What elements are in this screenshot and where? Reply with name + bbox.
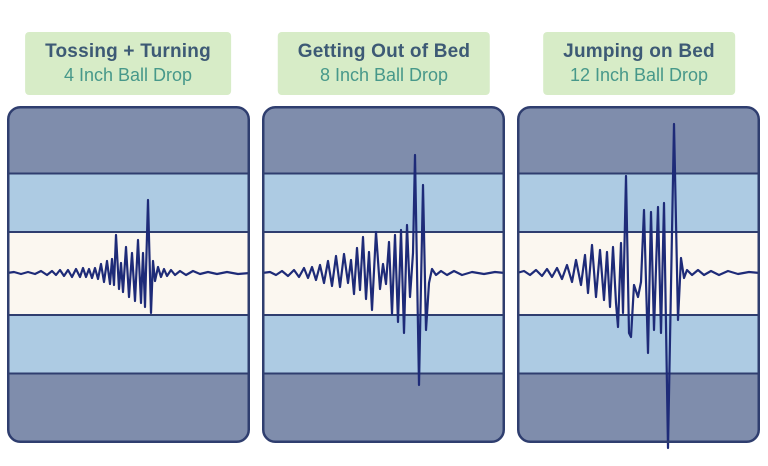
panel-border [262, 106, 505, 443]
panel-subtitle: 4 Inch Ball Drop [63, 65, 193, 85]
seismograph-waveform [7, 198, 250, 315]
band-dark-top [518, 107, 759, 174]
band-light-upper [8, 173, 249, 232]
panel-border [7, 106, 250, 443]
band-dark-bottom [8, 373, 249, 442]
band-dark-bottom [518, 373, 759, 442]
band-light-lower [518, 315, 759, 374]
panel-header-getting-out-of-bed: Getting Out of Bed 8 Inch Ball Drop [277, 32, 491, 95]
panel-subtitle: 8 Inch Ball Drop [319, 65, 449, 85]
band-light-lower [263, 315, 504, 374]
mattress-seismograph-panel-1 [7, 106, 250, 443]
panel-title: Jumping on Bed [563, 41, 715, 62]
band-dark-top [263, 107, 504, 174]
band-light-upper [518, 173, 759, 232]
mattress-seismograph-panel-3 [517, 106, 760, 450]
band-dark-bottom [263, 373, 504, 442]
band-light-upper [263, 173, 504, 232]
seismograph-waveform [262, 153, 505, 387]
seismograph-waveform [517, 122, 760, 450]
panel-header-tossing-turning: Tossing + Turning 4 Inch Ball Drop [25, 32, 231, 95]
mattress-bands [518, 107, 759, 442]
panel-border [517, 106, 760, 443]
panel-header-jumping-on-bed: Jumping on Bed 12 Inch Ball Drop [543, 32, 735, 95]
panel-subtitle: 12 Inch Ball Drop [569, 65, 709, 85]
mattress-seismograph-panel-2 [262, 106, 505, 443]
panel-title: Getting Out of Bed [297, 41, 471, 62]
mattress-bands [8, 107, 249, 442]
band-dark-top [8, 107, 249, 174]
band-light-lower [8, 315, 249, 374]
panel-title: Tossing + Turning [45, 41, 211, 62]
